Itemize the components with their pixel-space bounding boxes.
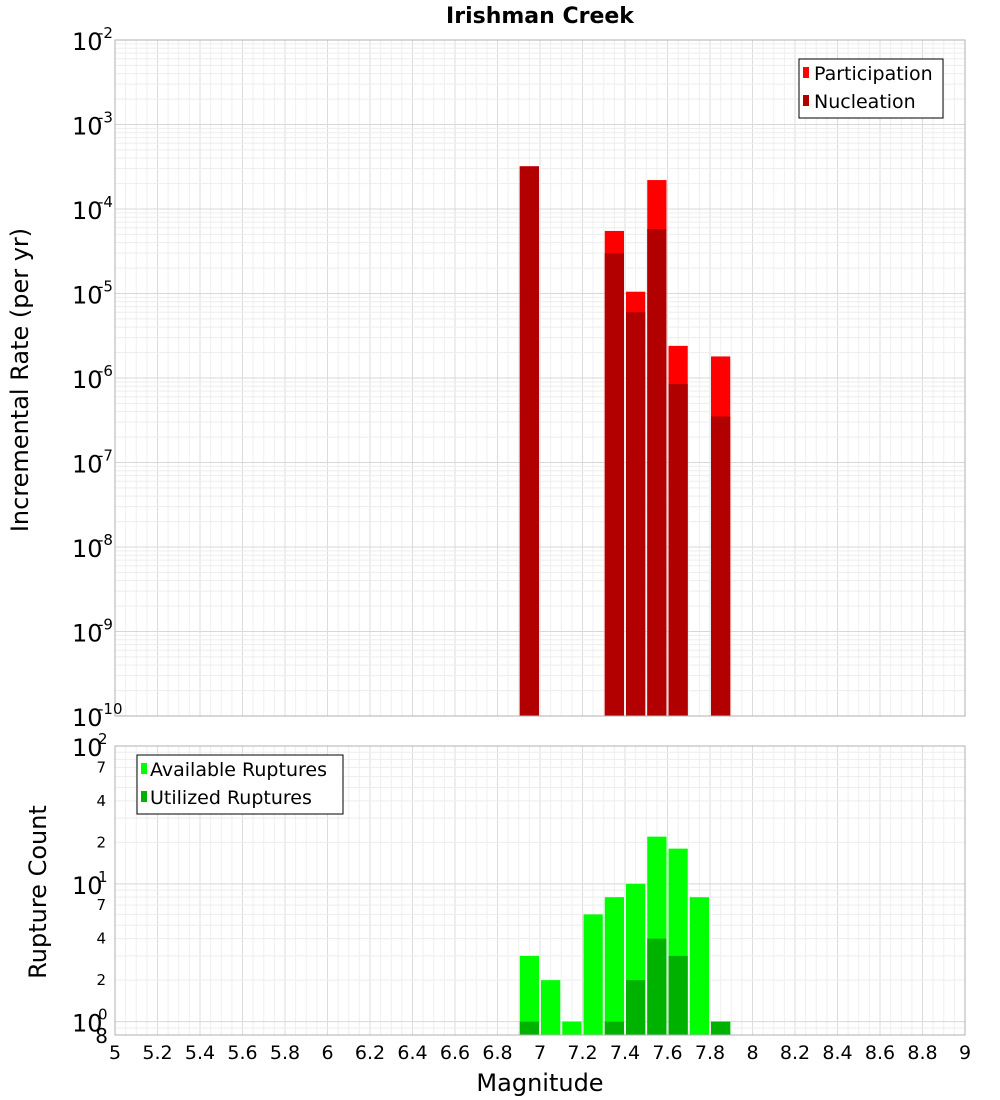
counts-legend: Available Ruptures Utilized Ruptures [136, 754, 344, 815]
rates-nucleation-bar [626, 312, 646, 716]
rates-y-tick-exponent: -2 [98, 24, 113, 42]
rates-legend: Participation Nucleation [798, 58, 944, 119]
counts-y-tick-label: 10 [72, 734, 103, 762]
legend-swatch-nucleation [803, 95, 809, 106]
counts-y-tick-exponent: 2 [98, 730, 108, 748]
rates-y-tick-exponent: -4 [98, 193, 113, 211]
counts-y-minor-tick-label: 4 [96, 792, 106, 810]
x-tick-label: 8.8 [907, 1042, 937, 1064]
counts-y-tick-label: 10 [72, 872, 103, 900]
x-tick-label: 5.4 [185, 1042, 215, 1064]
rates-y-tick-exponent: -10 [98, 700, 123, 718]
counts-available-ruptures-bar [541, 980, 561, 1035]
x-tick-label: 8.6 [865, 1042, 895, 1064]
x-tick-label: 7.6 [652, 1042, 682, 1064]
rates-y-tick-exponent: -6 [98, 362, 113, 380]
legend-label-nucleation: Nucleation [814, 91, 916, 113]
x-tick-label: 6.2 [355, 1042, 385, 1064]
rates-y-tick-exponent: -9 [98, 616, 113, 634]
rates-y-tick-label: 10 [72, 451, 103, 479]
rates-y-tick-label: 10 [72, 197, 103, 225]
counts-y-tick-exponent: 0 [98, 1006, 108, 1024]
x-tick-label: 8.4 [822, 1042, 852, 1064]
plot-frames [114, 39, 966, 1036]
counts-y-tick-exponent: 1 [98, 868, 108, 886]
x-tick-label: 8 [746, 1042, 758, 1064]
rates-y-tick-exponent: -3 [98, 109, 113, 127]
counts-plot-frame [114, 745, 966, 1036]
counts-y-minor-tick-label: 2 [96, 971, 106, 989]
rates-nucleation-bar [647, 228, 667, 716]
counts-y-minor-tick-label: 7 [96, 758, 106, 776]
rates-y-tick-label: 10 [72, 28, 103, 56]
x-tick-label: 6.4 [397, 1042, 427, 1064]
rates-y-tick-label: 10 [72, 620, 103, 648]
rates-nucleation-bar [711, 416, 731, 716]
x-axis-label: Magnitude [476, 1069, 603, 1097]
rates-plot-grid [114, 40, 966, 717]
counts-y-minor-tick-label: 8 [95, 1024, 108, 1048]
x-tick-label: 5.8 [270, 1042, 300, 1064]
x-tick-label: 6 [321, 1042, 333, 1064]
x-tick-label: 5.2 [142, 1042, 172, 1064]
rates-y-tick-label: 10 [72, 282, 103, 310]
legend-swatch-available-ruptures [141, 763, 147, 774]
rates-y-tick-label: 10 [72, 366, 103, 394]
counts-available-ruptures-bar [519, 955, 539, 1035]
rates-plot-frame [114, 39, 966, 717]
x-tick-label: 5 [109, 1042, 121, 1064]
x-tick-label: 6.8 [482, 1042, 512, 1064]
rates-y-tick-label: 10 [72, 535, 103, 563]
rates-y-tick-exponent: -5 [98, 278, 113, 296]
rates-y-tick-label: 10 [72, 113, 103, 141]
legend-label-utilized-ruptures: Utilized Ruptures [150, 787, 312, 809]
counts-plot-bars [519, 836, 731, 1035]
x-tick-label: 5.6 [227, 1042, 257, 1064]
x-tick-label: 7.4 [610, 1042, 640, 1064]
rates-y-tick-label: 10 [72, 704, 103, 732]
counts-utilized-ruptures-bar [711, 1021, 731, 1035]
counts-y-minor-tick-label: 2 [96, 833, 106, 851]
legend-swatch-utilized-ruptures [141, 791, 147, 802]
x-tick-label: 7.2 [567, 1042, 597, 1064]
x-tick-labels: 5 5.2 5.4 5.6 5.8 6 6.2 6.4 6.6 6.8 7 7.2 7.4 7.6 7.8 8… [109, 1042, 971, 1064]
x-tick-label: 8.2 [780, 1042, 810, 1064]
legend-swatch-participation [803, 67, 809, 78]
x-tick-label: 7.8 [695, 1042, 725, 1064]
counts-utilized-ruptures-bar [626, 980, 646, 1035]
rates-nucleation-bar [668, 383, 688, 716]
rates-plot-bars [519, 166, 731, 717]
counts-available-ruptures-bar [562, 1021, 582, 1035]
counts-utilized-ruptures-bar [519, 1021, 539, 1035]
x-tick-label: 9 [959, 1042, 971, 1064]
rates-nucleation-bar [604, 253, 624, 716]
counts-y-tick-label: 10 [72, 1010, 103, 1038]
chart-title: Irishman Creek [446, 4, 635, 29]
rates-y-tick-exponent: -8 [98, 531, 113, 549]
counts-available-ruptures-bar [689, 897, 709, 1035]
legend-label-participation: Participation [814, 63, 933, 85]
rates-y-tick-exponent: -7 [98, 447, 113, 465]
x-tick-label: 7 [534, 1042, 546, 1064]
rates-y-axis-label: Incremental Rate (per yr) [6, 228, 34, 532]
rates-nucleation-bar [519, 166, 539, 716]
counts-legend-box [136, 754, 344, 815]
counts-y-minor-tick-label: 7 [96, 896, 106, 914]
counts-y-minor-tick-label: 4 [96, 930, 106, 948]
counts-y-axis-label: Rupture Count [24, 805, 52, 979]
counts-utilized-ruptures-bar [647, 938, 667, 1035]
legend-label-available-ruptures: Available Ruptures [150, 759, 327, 781]
rates-legend-box [798, 58, 944, 119]
counts-utilized-ruptures-bar [604, 1021, 624, 1035]
counts-utilized-ruptures-bar [668, 955, 688, 1035]
x-tick-label: 6.6 [440, 1042, 470, 1064]
counts-available-ruptures-bar [583, 914, 603, 1035]
counts-available-ruptures-bar [604, 897, 624, 1035]
